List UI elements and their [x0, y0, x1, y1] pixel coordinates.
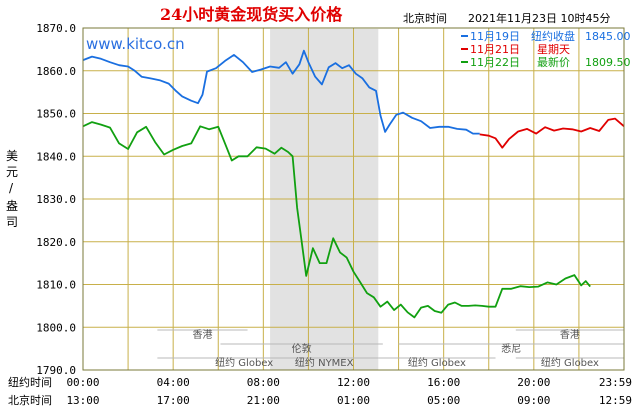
series-line-3: [82, 121, 591, 319]
legend-date-1: 11月19日: [470, 30, 520, 43]
y-tick-label: 1830.0: [36, 193, 76, 206]
x-tick-label: 16:00: [427, 376, 460, 389]
x-tick-label: 20:00: [517, 376, 550, 389]
brand-watermark: www.kitco.cn: [86, 35, 185, 53]
y-tick-label: 1840.0: [36, 150, 76, 163]
x-row-label-ny: 纽约时间: [8, 375, 52, 389]
series-line-1: [82, 49, 480, 135]
y-tick-label: 1870.0: [36, 22, 76, 35]
x-tick-label: 21:00: [247, 394, 280, 407]
y-axis-ticks: 1870.0 1860.0 1850.0 1840.0 1830.0 1820.0 1810…: [36, 22, 76, 377]
x-tick-label: 17:00: [157, 394, 190, 407]
y-tick-label: 1850.0: [36, 108, 76, 121]
session-label: 纽约 Globex: [408, 356, 466, 369]
x-tick-label: 12:00: [337, 376, 370, 389]
x-tick-label: 04:00: [157, 376, 190, 389]
x-tick-label: 23:59: [599, 376, 632, 389]
legend-date-2: 11月21日: [470, 43, 520, 56]
x-tick-label: 00:00: [66, 376, 99, 389]
session-label: 悉尼: [501, 343, 521, 355]
x-tick-label: 08:00: [247, 376, 280, 389]
y-axis-label-char-4: 盎: [6, 199, 18, 213]
y-axis-label-char-3: /: [9, 181, 14, 195]
x-axis-rows: 纽约时间 北京时间 00:00 04:00 08:00 12:00 16:00 20:00…: [8, 375, 632, 407]
x-tick-label: 13:00: [66, 394, 99, 407]
legend-label-2: 星期天: [537, 43, 570, 56]
y-axis-label-char-2: 元: [6, 165, 18, 179]
x-tick-label: 01:00: [337, 394, 370, 407]
chart-title: 24小时黄金现货买入价格: [160, 5, 343, 24]
legend: 11月19日 纽约收盘 1845.00 11月21日 星期天 11月22日 最新…: [461, 29, 631, 69]
session-label: 伦敦: [292, 342, 312, 355]
session-label: 纽约 Globex: [541, 356, 599, 369]
x-tick-label: 09:00: [517, 394, 550, 407]
y-axis-label-char-5: 司: [6, 215, 18, 229]
legend-date-3: 11月22日: [470, 56, 520, 69]
header-datetime: 2021年11月23日 10时45分: [468, 11, 610, 25]
plot-frame: [82, 27, 625, 371]
x-tick-label: 12:59: [599, 394, 632, 407]
legend-value-1: 1845.00: [585, 30, 631, 43]
y-axis-label: 美 元 / 盎 司: [6, 149, 18, 229]
price-series: [82, 49, 625, 319]
x-tick-label: 05:00: [427, 394, 460, 407]
legend-label-1: 纽约收盘: [531, 29, 575, 43]
header-location: 北京时间: [403, 11, 447, 25]
legend-label-3: 最新价: [537, 55, 570, 69]
y-tick-label: 1820.0: [36, 236, 76, 249]
y-tick-label: 1860.0: [36, 65, 76, 78]
y-axis-label-char-1: 美: [6, 149, 18, 163]
session-label: 香港: [560, 329, 580, 341]
y-tick-label: 1810.0: [36, 279, 76, 292]
legend-value-3: 1809.50: [585, 56, 631, 69]
series-line-2: [479, 117, 625, 149]
x-row-label-bj: 北京时间: [8, 393, 52, 407]
session-label: 香港: [192, 329, 212, 341]
session-label: 纽约 NYMEX: [295, 356, 354, 369]
session-label: 纽约 Globex: [215, 356, 273, 369]
y-tick-label: 1790.0: [36, 364, 76, 377]
y-tick-label: 1800.0: [36, 321, 76, 334]
